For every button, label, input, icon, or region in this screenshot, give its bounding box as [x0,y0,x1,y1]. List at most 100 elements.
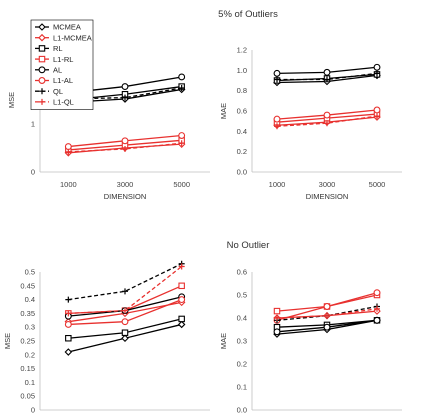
data-point [273,307,281,315]
legend-label: L1-AL [53,76,73,85]
legend-item: L1-MCMEA [35,33,92,42]
y-tick-label: 0.2 [237,147,247,156]
legend-marker [38,55,46,63]
legend-marker [38,33,46,42]
x-tick-label: 5000 [173,418,190,420]
x-axis-label: DIMENSION [306,192,349,201]
data-point [122,94,128,101]
data-point [64,320,72,328]
x-tick-label: 5000 [173,180,190,189]
legend-marker [38,77,46,84]
y-tick-label: 0.2 [237,360,247,369]
data-point [323,68,331,76]
data-point [178,73,186,81]
legend-item: L1-RL [35,55,73,64]
legend-label: RL [53,44,63,53]
legend-item: QL [35,87,63,96]
x-tick-label: 3000 [117,418,134,420]
y-tick-label: 0.3 [25,323,35,332]
y-tick-label: 0 [31,168,35,177]
data-point [323,111,331,119]
data-point [65,334,72,342]
legend-item: AL [35,66,62,75]
series-line [68,142,182,153]
y-tick-label: 0.5 [237,291,247,300]
legend-label: L1-QL [53,98,74,107]
x-tick-label: 3000 [319,418,336,420]
data-point [122,307,128,314]
bottom-group-title: No Outlier [227,240,270,251]
data-point [178,282,185,290]
y-tick-label: 1.2 [237,46,247,55]
data-point [324,120,330,127]
y-tick-label: 1 [31,120,35,129]
y-tick-label: 0.1 [237,383,247,392]
legend-label: L1-RL [53,55,73,64]
legend-label: QL [53,87,63,96]
legend-item: MCMEA [35,23,81,32]
data-point [373,106,381,114]
data-point [65,296,72,303]
x-tick-label: 3000 [319,180,336,189]
y-tick-label: 0.35 [20,309,35,318]
y-tick-label: 0.6 [237,107,247,116]
series-al [273,63,381,77]
data-point [274,76,280,83]
data-point [273,69,281,77]
data-point [273,328,281,336]
y-tick-label: 0.4 [237,127,247,136]
series-mcmea [64,320,186,356]
x-tick-label: 1000 [269,418,286,420]
data-point [65,148,72,155]
data-point [324,76,330,83]
y-tick-label: 0.2 [25,350,35,359]
data-point [274,123,280,130]
series-ql [65,260,185,303]
data-point [323,323,331,331]
data-point [273,115,281,123]
series-l1-ql [274,113,380,130]
series-l1-al [64,296,186,328]
no-outlier-mse-chart: 0 0.05 0.1 0.15 0.2 0.25 0.3 0.35 0.4 0.45 0.5 1000… [3,260,210,420]
y-tick-label: 0.45 [20,281,35,290]
legend-marker [38,23,46,31]
y-tick-label: 0.25 [20,337,35,346]
y-tick-label: 0.8 [237,86,247,95]
data-point [177,320,186,329]
data-point [178,315,185,323]
x-tick-label: 5000 [369,418,386,420]
series-l1-ql [274,305,380,321]
data-point [178,85,185,91]
legend-marker [39,98,45,105]
y-tick-label: 0.15 [20,364,35,373]
legend-marker [38,45,46,52]
x-tick-label: 3000 [117,180,134,189]
data-point [324,312,330,319]
y-axis-label: MAE [219,333,228,349]
data-point [373,316,381,324]
data-point [374,305,380,312]
series-l1-al [273,106,381,123]
x-axis-label: DIMENSION [104,192,147,201]
series-line [276,115,378,127]
series-l1-ql [65,263,185,317]
legend-marker [38,66,46,74]
chart-panels: 0123100030005000DIMENSIONMSE0.00.20.40.6… [3,24,402,420]
no-outlier-mae-chart: 0.00.10.20.30.40.50.6100030005000DIMENSI… [219,268,402,420]
y-tick-label: 0.05 [20,392,35,401]
data-point [65,310,72,317]
data-point [178,140,185,147]
y-tick-label: 0.0 [237,168,247,177]
data-point [121,334,129,343]
x-tick-label: 5000 [369,180,386,189]
legend-label: AL [53,66,62,75]
series-line [68,263,182,301]
data-point [64,143,72,151]
legend-marker [39,88,45,95]
legend-item: L1-AL [35,76,73,85]
y-axis-label: MAE [219,103,228,119]
series-line [276,305,378,321]
data-point [121,329,129,336]
